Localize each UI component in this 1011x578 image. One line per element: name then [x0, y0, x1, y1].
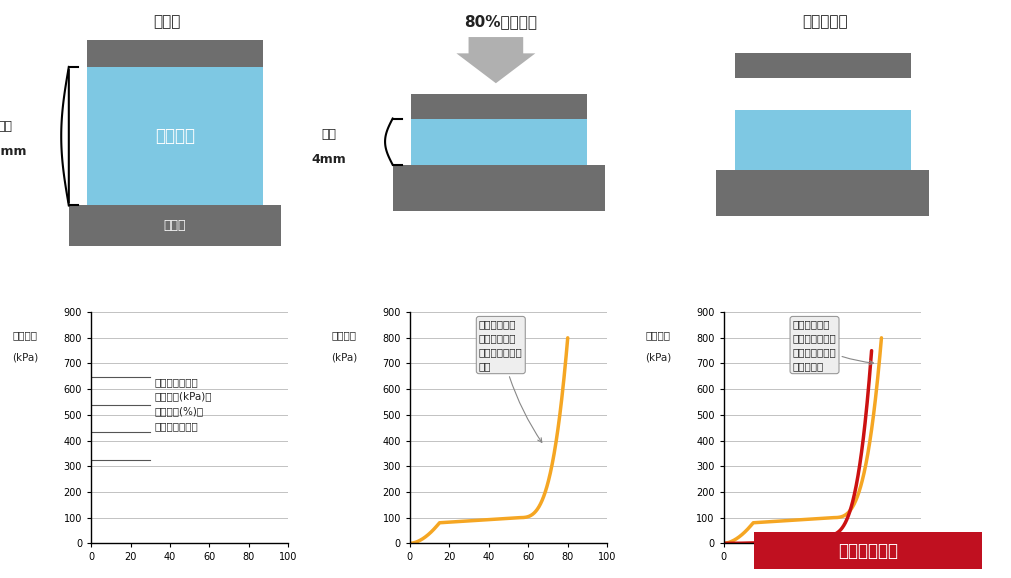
- Bar: [734, 53, 910, 78]
- Bar: [410, 118, 586, 165]
- Text: 圧縮応力: 圧縮応力: [13, 331, 37, 340]
- Text: 圧縮されるに
つれて縦軸の
圧縮応力の値が
上昇: 圧縮されるに つれて縦軸の 圧縮応力の値が 上昇: [478, 319, 541, 442]
- Text: 4mm: 4mm: [311, 153, 346, 166]
- Bar: [410, 94, 586, 118]
- Bar: [734, 110, 910, 170]
- Text: 金属板: 金属板: [164, 220, 186, 232]
- Text: 圧縮終了後: 圧縮終了後: [801, 14, 847, 29]
- Text: 圧縮前: 圧縮前: [153, 14, 181, 29]
- Text: (kPa): (kPa): [12, 353, 38, 362]
- Text: グラフは縦軸が
圧縮応力(kPa)、
横軸が歪(%)と
なっています。: グラフは縦軸が 圧縮応力(kPa)、 横軸が歪(%)と なっています。: [154, 377, 211, 431]
- Text: (kPa): (kPa): [644, 353, 670, 362]
- Text: 厚み: 厚み: [0, 120, 12, 133]
- Text: フォーム: フォーム: [155, 127, 195, 145]
- FancyArrow shape: [456, 37, 535, 83]
- Bar: [87, 40, 263, 67]
- Text: (kPa): (kPa): [331, 353, 357, 362]
- Text: 圧縮応力: 圧縮応力: [332, 331, 356, 340]
- Bar: [69, 206, 281, 246]
- Text: 80%まで圧縮: 80%まで圧縮: [464, 14, 537, 29]
- Text: 圧縮履歴曲線: 圧縮履歴曲線: [837, 542, 897, 560]
- Bar: [87, 67, 263, 205]
- Bar: [716, 170, 928, 216]
- Text: 圧縮から解放
されるにつれて
縦軸の圧縮応力
の値が低下: 圧縮から解放 されるにつれて 縦軸の圧縮応力 の値が低下: [792, 319, 872, 371]
- Bar: [392, 165, 605, 211]
- Text: 20mm: 20mm: [0, 144, 26, 158]
- Text: 厚み: 厚み: [321, 128, 336, 142]
- Text: 圧縮応力: 圧縮応力: [645, 331, 669, 340]
